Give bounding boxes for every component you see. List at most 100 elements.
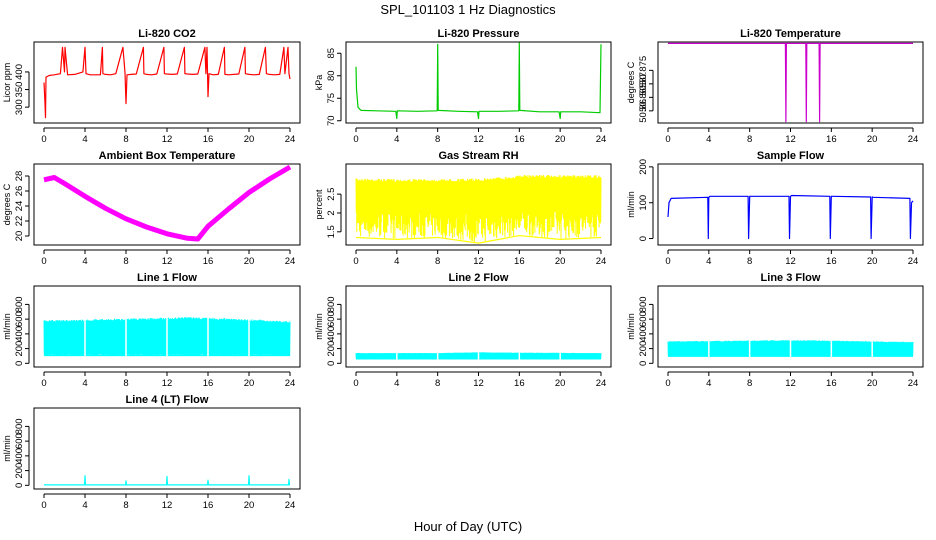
x-axis: 0 4 8 12 16 20 24 (665, 127, 919, 145)
x-tick-label: 4 (394, 256, 399, 267)
x-tick-label: 4 (82, 134, 87, 145)
plot-frame (345, 285, 612, 368)
y-axis-label: ml/min (626, 313, 636, 340)
x-tick-label: 8 (123, 378, 128, 389)
y-tick-label: 85 (326, 48, 337, 59)
x-tick-label: 8 (435, 256, 440, 267)
x-tick-label: 16 (203, 134, 214, 145)
y-axis: 20 22 24 26 28 (14, 171, 30, 241)
y-tick-label: 400 (326, 326, 337, 342)
x-tick-label: 8 (747, 256, 752, 267)
x-tick-label: 20 (555, 378, 566, 389)
plot-frame (33, 407, 301, 490)
y-tick-label: 200 (638, 341, 649, 357)
x-tick-label: 16 (514, 256, 525, 267)
y-tick-label: 800 (14, 418, 25, 434)
series-line-0 (667, 194, 914, 240)
x-tick-label: 0 (41, 256, 46, 267)
series-lower (355, 234, 602, 244)
x-tick-label: 24 (285, 378, 296, 389)
plot-area (44, 475, 291, 486)
y-tick-label: 350 (14, 82, 25, 98)
x-tick-label: 16 (203, 256, 214, 267)
panel-rh: Gas Stream RH percent 0 4 8 12 16 20 24 1.5 2 2.5 (314, 150, 612, 267)
y-tick-label: 200 (14, 341, 25, 357)
x-tick-label: 0 (665, 134, 670, 145)
y-tick-label: 70 (326, 115, 337, 126)
series-line-0 (355, 42, 602, 120)
x-axis: 0 4 8 12 16 20 24 (353, 127, 607, 145)
x-tick-label: 12 (785, 378, 796, 389)
y-axis: 70 75 80 85 (326, 48, 342, 126)
x-tick-label: 24 (908, 256, 919, 267)
x-tick-label: 4 (82, 256, 87, 267)
figure-title: SPL_101103 1 Hz Diagnostics (380, 2, 556, 17)
y-tick-label: 200 (326, 341, 337, 357)
plot-frame (33, 41, 301, 124)
x-tick-label: 12 (785, 256, 796, 267)
x-tick-label: 20 (244, 500, 255, 511)
x-tick-label: 24 (908, 378, 919, 389)
x-tick-label: 20 (867, 256, 878, 267)
x-tick-label: 12 (162, 500, 173, 511)
x-tick-label: 20 (555, 134, 566, 145)
y-axis-label: Licor ppm (2, 63, 12, 103)
y-tick-label: 200 (14, 463, 25, 479)
plot-area (355, 351, 602, 360)
y-tick-label: 50.86 (638, 99, 649, 123)
x-tick-label: 0 (353, 378, 358, 389)
y-axis-label: ml/min (2, 435, 12, 462)
x-tick-label: 12 (162, 378, 173, 389)
y-tick-label: 50.875 (638, 56, 649, 85)
x-tick-label: 24 (908, 134, 919, 145)
x-tick-label: 0 (665, 378, 670, 389)
x-tick-label: 8 (123, 134, 128, 145)
x-axis: 0 4 8 12 16 20 24 (665, 371, 919, 389)
y-axis: 1.5 2 2.5 (326, 188, 342, 238)
x-tick-label: 4 (706, 378, 711, 389)
x-tick-label: 0 (353, 134, 358, 145)
x-axis: 0 4 8 12 16 20 24 (41, 493, 295, 511)
y-tick-label: 600 (326, 311, 337, 327)
x-tick-label: 16 (203, 500, 214, 511)
series-upper (355, 174, 602, 243)
x-axis: 0 4 8 12 16 20 24 (41, 249, 295, 267)
y-tick-label: 400 (14, 326, 25, 342)
panel-line4: Line 4 (LT) Flow ml/min 0 4 8 12 16 20 24 0 200400… (2, 394, 301, 511)
x-tick-label: 20 (867, 378, 878, 389)
x-tick-label: 8 (747, 378, 752, 389)
x-tick-label: 20 (244, 256, 255, 267)
panel-line2: Line 2 Flow ml/min 0 4 8 12 16 20 24 0 20040060080… (314, 272, 612, 389)
x-tick-label: 24 (596, 134, 607, 145)
x-tick-label: 16 (826, 378, 837, 389)
y-tick-label: 400 (14, 64, 25, 80)
x-tick-label: 20 (555, 256, 566, 267)
panel-title: Sample Flow (757, 150, 825, 162)
y-tick-label: 50.865 (638, 83, 649, 112)
y-tick-label: 22 (14, 216, 25, 227)
panel-ambient: Ambient Box Temperature degrees C 0 4 8 12 16 2… (2, 150, 301, 267)
x-tick-label: 0 (665, 256, 670, 267)
plot-area (667, 194, 914, 240)
panel-title: Li-820 Temperature (740, 28, 841, 40)
x-tick-label: 16 (514, 134, 525, 145)
x-tick-label: 8 (435, 378, 440, 389)
plot-frame (33, 285, 301, 368)
y-tick-label: 26 (14, 186, 25, 197)
y-tick-label: 800 (14, 296, 25, 312)
x-tick-label: 12 (473, 378, 484, 389)
y-tick-label: 80 (326, 70, 337, 81)
panel-temperature: Li-820 Temperature degrees C 0 4 8 12 16 20 24 50… (626, 28, 924, 145)
series-line-0 (43, 46, 291, 119)
x-tick-label: 16 (826, 256, 837, 267)
plot-area (43, 46, 291, 119)
x-tick-label: 16 (826, 134, 837, 145)
plot-area (43, 164, 292, 242)
y-tick-label: 0 (14, 361, 25, 366)
x-axis: 0 4 8 12 16 20 24 (665, 249, 919, 267)
x-tick-label: 12 (162, 134, 173, 145)
x-axis: 0 4 8 12 16 20 24 (41, 127, 295, 145)
